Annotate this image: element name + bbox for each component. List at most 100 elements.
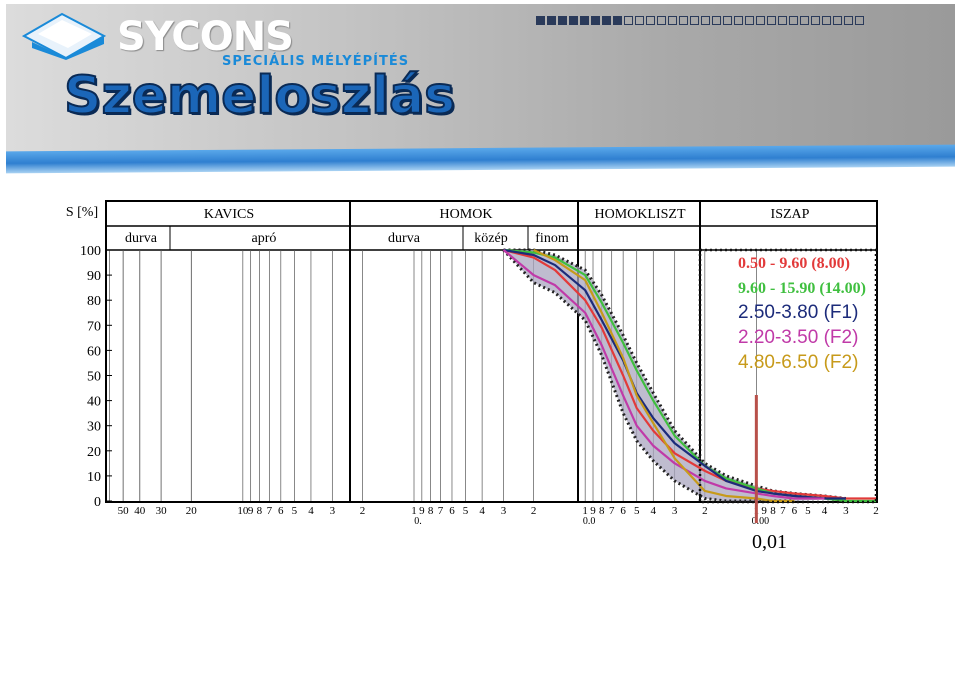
x-tick-label: 4 [822, 505, 828, 517]
subcategory-label: durva [125, 231, 158, 246]
progress-box [657, 16, 666, 25]
y-tick-label: 100 [80, 244, 101, 259]
x-tick-label: 30 [156, 505, 168, 517]
subcategory-label: durva [388, 231, 421, 246]
x-tick-label: 2 [531, 505, 537, 517]
x-tick-label: 8 [257, 505, 263, 517]
y-tick-label: 90 [87, 269, 101, 284]
progress-box [701, 16, 710, 25]
x-tick-label: 3 [501, 505, 507, 517]
x-tick-label: 9 [419, 505, 425, 517]
series-line [503, 248, 846, 500]
y-tick-label: 80 [87, 294, 101, 309]
x-decade-marker: 0.0 [583, 516, 596, 527]
y-tick-label: 70 [87, 319, 101, 334]
legend-entry: 2.20-3.50 (F2) [738, 327, 858, 348]
progress-box [536, 16, 545, 25]
progress-box [547, 16, 556, 25]
x-tick-label: 1 [411, 505, 417, 517]
x-tick-label: 6 [449, 505, 455, 517]
x-tick-label: 1 [582, 505, 588, 517]
x-tick-label: 3 [843, 505, 849, 517]
x-tick-label: 8 [599, 505, 605, 517]
x-tick-label: 9 [248, 505, 254, 517]
x-tick-label: 4 [308, 505, 314, 517]
x-tick-label: 40 [134, 505, 146, 517]
marker-annotation: 0,01 [752, 531, 787, 553]
envelope-area [503, 250, 846, 501]
x-tick-label: 2 [702, 505, 708, 517]
progress-box [646, 16, 655, 25]
progress-box [668, 16, 677, 25]
slide-progress-indicator [536, 16, 864, 26]
x-tick-label: 2 [873, 505, 879, 517]
progress-box [690, 16, 699, 25]
x-tick-label: 5 [634, 505, 640, 517]
progress-box [833, 16, 842, 25]
progress-box [613, 16, 622, 25]
category-label: HOMOK [440, 207, 493, 222]
progress-box [723, 16, 732, 25]
x-tick-label: 6 [278, 505, 284, 517]
progress-box [778, 16, 787, 25]
x-tick-label: 6 [792, 505, 798, 517]
header-banner [6, 4, 955, 154]
progress-box [756, 16, 765, 25]
progress-box [679, 16, 688, 25]
x-tick-label: 20 [186, 505, 198, 517]
progress-box [844, 16, 853, 25]
series-line [503, 248, 876, 500]
x-tick-label: 9 [590, 505, 596, 517]
category-label: KAVICS [204, 207, 254, 222]
legend-entry: 2.50-3.80 (F1) [738, 302, 858, 323]
legend-entry: 4.80-6.50 (F2) [738, 352, 858, 373]
x-tick-label: 7 [438, 505, 444, 517]
category-label: HOMOKLISZT [595, 207, 686, 222]
progress-box [734, 16, 743, 25]
x-tick-label: 8 [770, 505, 776, 517]
progress-box [635, 16, 644, 25]
y-tick-label: 40 [87, 395, 101, 410]
x-tick-label: 2 [360, 505, 366, 517]
y-tick-label: 20 [87, 445, 101, 460]
x-decade-marker: 0. [414, 516, 422, 527]
subcategory-label: közép [474, 231, 507, 246]
category-label: ISZAP [771, 207, 810, 222]
x-tick-label: 7 [780, 505, 786, 517]
x-tick-label: 7 [609, 505, 615, 517]
progress-box [745, 16, 754, 25]
progress-box [602, 16, 611, 25]
y-tick-label: 60 [87, 344, 101, 359]
progress-box [569, 16, 578, 25]
y-tick-label: 0 [94, 495, 101, 510]
x-decade-marker: 0.00 [752, 516, 770, 527]
brand-tagline: SPECIÁLIS MÉLYÉPÍTÉS [222, 54, 410, 69]
range-box [698, 248, 878, 504]
progress-box [558, 16, 567, 25]
x-tick-label: 3 [330, 505, 336, 517]
x-tick-label: 5 [463, 505, 469, 517]
plot-frame [105, 200, 878, 503]
y-axis-label: S [%] [66, 205, 98, 220]
subcategory-label: finom [535, 231, 569, 246]
x-tick-label: 50 [118, 505, 130, 517]
x-tick-label: 5 [805, 505, 811, 517]
legend-entry: 0.50 - 9.60 (8.00) [738, 255, 850, 272]
x-tick-label: 7 [267, 505, 273, 517]
progress-box [624, 16, 633, 25]
sycons-logo-icon [22, 12, 106, 60]
x-tick-label: 5 [292, 505, 298, 517]
progress-box [822, 16, 831, 25]
x-tick-label: 4 [651, 505, 657, 517]
progress-box [855, 16, 864, 25]
x-tick-label: 8 [428, 505, 434, 517]
y-tick-label: 10 [87, 470, 101, 485]
x-tick-label: 4 [479, 505, 485, 517]
progress-box [800, 16, 809, 25]
brand-name: SYCONS [117, 14, 294, 60]
legend-entry: 9.60 - 15.90 (14.00) [738, 280, 866, 297]
progress-box [591, 16, 600, 25]
progress-box [580, 16, 589, 25]
series-line [502, 249, 825, 500]
